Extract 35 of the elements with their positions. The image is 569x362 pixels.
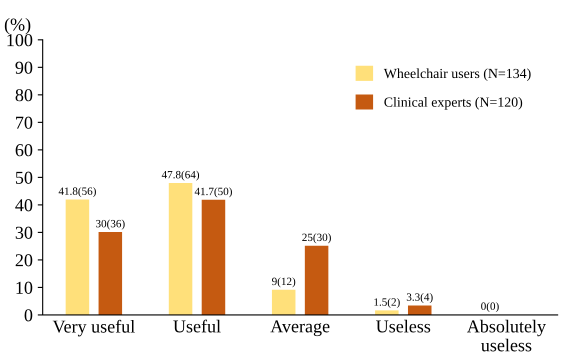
bar xyxy=(168,183,192,315)
y-tick-label: 20 xyxy=(16,254,32,266)
data-label: 0(0) xyxy=(481,302,499,312)
data-label: 1.5(2) xyxy=(374,298,400,308)
data-label: 3.3(4) xyxy=(406,293,433,304)
bar xyxy=(66,200,90,315)
bar xyxy=(202,200,226,315)
x-tick-label: Average xyxy=(270,320,330,336)
x-tick-label: Absolutely useless xyxy=(466,320,546,352)
y-tick-label: 80 xyxy=(16,89,32,102)
x-tick-label: Useful xyxy=(173,320,221,333)
data-label: 41.7(50) xyxy=(194,187,232,198)
bar xyxy=(408,305,432,315)
y-tick-label: 40 xyxy=(15,199,32,212)
data-label: 25(30) xyxy=(302,233,331,244)
bar xyxy=(304,246,328,315)
y-tick-label: 30 xyxy=(16,226,32,239)
x-tick-label: Useless xyxy=(376,320,430,333)
x-tick-label: Very useful xyxy=(52,320,135,336)
y-tick-label: 100 xyxy=(7,34,32,46)
data-label: 30(36) xyxy=(96,220,125,230)
y-axis-title: (%) xyxy=(4,18,30,34)
y-tick-label: 0 xyxy=(24,309,32,322)
bar xyxy=(272,290,296,315)
bar xyxy=(98,232,122,315)
legend-label: Clinical experts (N=120) xyxy=(384,97,522,110)
y-tick-label: 90 xyxy=(15,62,32,74)
legend-label: Wheelchair users (N=134) xyxy=(384,68,531,81)
data-label: 47.8(64) xyxy=(162,170,200,181)
y-tick-label: 60 xyxy=(16,144,32,156)
y-tick-label: 10 xyxy=(16,282,32,294)
y-tick-label: 50 xyxy=(16,172,32,184)
y-tick-label: 70 xyxy=(16,116,32,129)
data-label: 41.8(56) xyxy=(58,187,96,198)
data-label: 9(12) xyxy=(272,277,296,288)
